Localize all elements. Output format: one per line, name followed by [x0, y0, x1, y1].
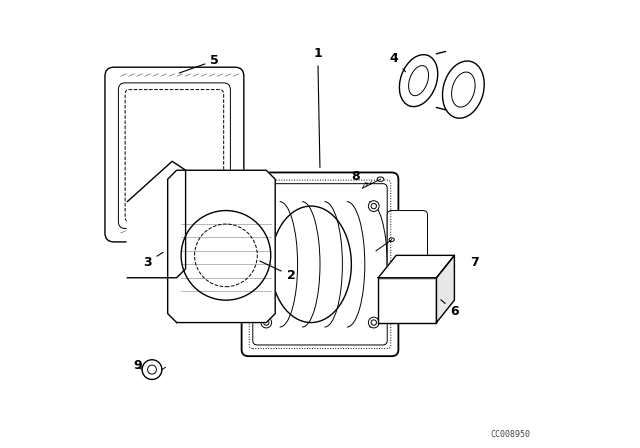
Text: 4: 4 — [390, 52, 406, 72]
Circle shape — [264, 320, 269, 325]
Polygon shape — [378, 255, 454, 278]
Circle shape — [369, 317, 379, 328]
Text: CC008950: CC008950 — [491, 430, 531, 439]
Text: 6: 6 — [441, 300, 459, 318]
Circle shape — [261, 317, 271, 328]
Polygon shape — [436, 255, 454, 323]
Ellipse shape — [377, 177, 384, 181]
Circle shape — [142, 360, 162, 379]
Text: 5: 5 — [179, 54, 219, 73]
Text: 2: 2 — [260, 261, 295, 282]
Text: 9: 9 — [133, 358, 142, 372]
Text: 7: 7 — [470, 255, 479, 269]
Ellipse shape — [389, 238, 394, 241]
Ellipse shape — [452, 72, 475, 107]
Text: 1: 1 — [314, 47, 322, 168]
Circle shape — [369, 201, 379, 211]
Ellipse shape — [408, 65, 429, 96]
Text: 8: 8 — [351, 170, 367, 184]
FancyBboxPatch shape — [242, 172, 398, 356]
Bar — [378, 278, 436, 323]
Polygon shape — [168, 170, 275, 323]
Text: 3: 3 — [143, 252, 163, 269]
Circle shape — [371, 320, 376, 325]
Polygon shape — [127, 161, 186, 278]
Circle shape — [371, 203, 376, 209]
Ellipse shape — [399, 55, 438, 107]
Circle shape — [261, 201, 271, 211]
Circle shape — [148, 365, 157, 374]
FancyBboxPatch shape — [387, 211, 428, 318]
Ellipse shape — [442, 61, 484, 118]
Circle shape — [264, 203, 269, 209]
